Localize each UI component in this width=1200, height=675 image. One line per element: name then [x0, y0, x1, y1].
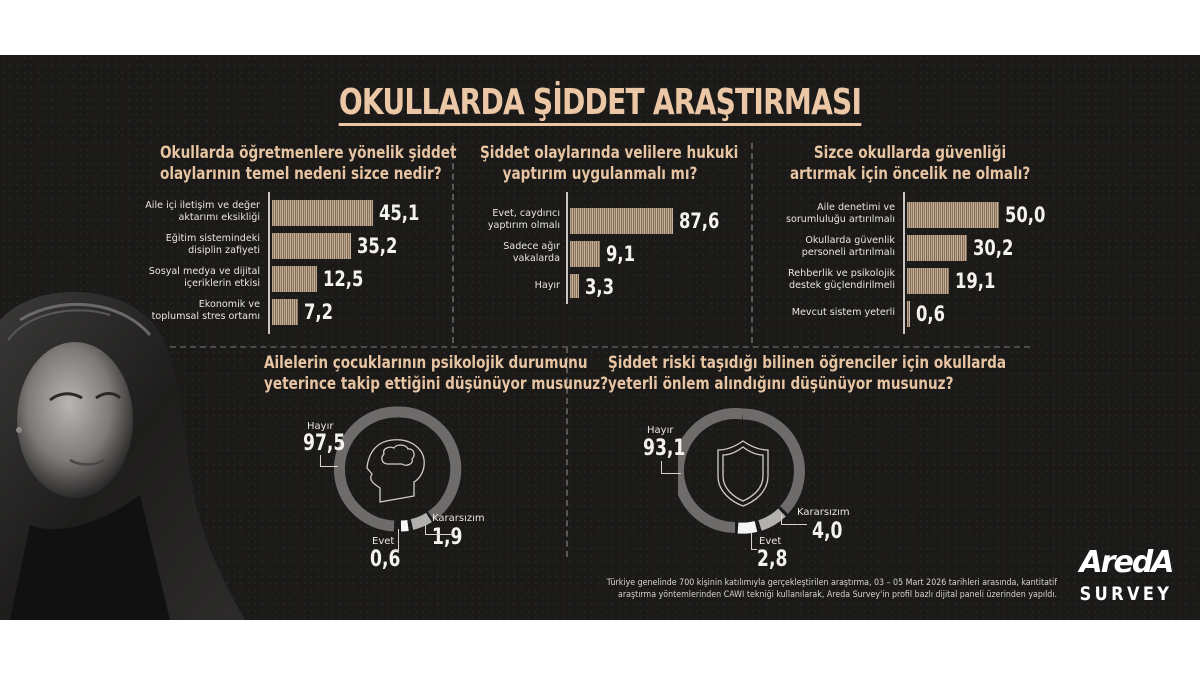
bar-value: 0,6 — [916, 302, 946, 326]
bar — [570, 241, 600, 267]
areda-logo: AredA — [1079, 545, 1174, 580]
bar — [272, 200, 373, 226]
question-2-line2: yaptırım uygulanmalı mı? — [502, 164, 698, 184]
donut-5-hayir-label: Hayır — [647, 425, 674, 436]
divider-horizontal — [170, 346, 1030, 348]
leader-line — [320, 455, 338, 467]
bar — [272, 233, 351, 259]
bar — [570, 208, 673, 234]
bar-value: 19,1 — [955, 269, 996, 293]
question-2-title: Şiddet olaylarında velilere hukuki yaptı… — [480, 143, 739, 185]
bar-value: 87,6 — [679, 209, 720, 233]
bar-axis — [268, 192, 270, 334]
bar-label: Evet, caydırıcı yaptırım olmalı — [487, 208, 560, 231]
donut-5-evet-value: 2,8 — [757, 547, 788, 572]
question-3-title: Sizce okullarda güvenliği artırmak için … — [790, 143, 1030, 185]
bar-axis — [566, 192, 568, 304]
divider-vertical-1 — [452, 143, 454, 343]
leader-line — [425, 525, 453, 535]
shield-icon — [717, 440, 769, 507]
donut-5-evet-label: Evet — [759, 536, 782, 547]
page-title: OKULLARDA ŞİDDET ARAŞTIRMASI — [132, 82, 1068, 126]
leader-line — [751, 532, 757, 550]
bar — [272, 299, 298, 325]
bar-label: Sadece ağır vakalarda — [503, 241, 560, 264]
bar-value: 35,2 — [357, 234, 398, 258]
question-1-title: Okullarda öğretmenlere yönelik şiddet ol… — [160, 143, 457, 185]
bar-label: Eğitim sistemindeki disiplin zafiyeti — [165, 233, 260, 256]
donut-5-kararsizim-label: Kararsızım — [797, 507, 850, 518]
donut-4-hayir-value: 97,5 — [303, 431, 346, 456]
question-1-line2: olaylarının temel nedeni sizce nedir? — [160, 164, 442, 184]
question-4-line1: Ailelerin çocuklarının psikolojik durumu… — [264, 353, 588, 373]
bar — [907, 268, 949, 294]
bar — [907, 202, 999, 228]
areda-logo-survey: SURVEY — [1079, 583, 1173, 605]
donut-5-kararsizim-value: 4,0 — [812, 519, 843, 544]
head-brain-icon — [366, 439, 425, 503]
leader-line — [393, 529, 399, 551]
bar-label: Aile içi iletişim ve değer aktarımı eksik… — [145, 200, 260, 223]
bar-value: 9,1 — [606, 242, 636, 266]
question-4-title: Ailelerin çocuklarının psikolojik durumu… — [264, 353, 609, 395]
bar-label: Mevcut sistem yeterli — [791, 307, 895, 318]
methodology-footnote: Türkiye genelinde 700 kişinin katılımıyl… — [579, 577, 1057, 601]
bar-value: 7,2 — [304, 300, 334, 324]
bar-value: 12,5 — [323, 267, 364, 291]
donut-4-kararsizim-label: Kararsızım — [432, 513, 485, 524]
bar-value: 45,1 — [379, 201, 420, 225]
question-5-line2: yeterli önlem alındığını düşünüyor musun… — [608, 374, 954, 394]
bar — [570, 274, 579, 298]
bar-label: Rehberlik ve psikolojik destek güçlendiri… — [788, 268, 895, 291]
bar — [907, 301, 910, 327]
donut-5-hayir-value: 93,1 — [643, 436, 686, 461]
donut-4-kararsizim-value: 1,9 — [432, 525, 463, 550]
bar-label: Okullarda güvenlik personeli artırılmalı — [801, 235, 895, 258]
bar-label: Aile denetimi ve sorumluluğu artırılmalı — [785, 202, 895, 225]
donut-4-evet-value: 0,6 — [370, 547, 401, 572]
question-5-title: Şiddet riski taşıdığı bilinen öğrenciler… — [608, 353, 1007, 395]
divider-vertical-2 — [751, 143, 753, 343]
question-3-line1: Sizce okullarda güvenliği — [813, 143, 1007, 163]
question-5-donut-chart — [678, 408, 805, 534]
donut-4-hayir-label: Hayır — [307, 421, 334, 432]
question-4-donut-chart — [334, 406, 462, 532]
footnote-line1: Türkiye genelinde 700 kişinin katılımıyl… — [606, 578, 1057, 588]
question-4-line2: yeterince takip ettiğini düşünüyor musun… — [264, 374, 609, 394]
leader-line — [781, 515, 807, 525]
footnote-line2: araştırma yöntemlerinden CAWI tekniği ku… — [618, 590, 1057, 600]
bar-value: 30,2 — [973, 236, 1014, 260]
infographic-panel: OKULLARDA ŞİDDET ARAŞTIRMASI Okullarda ö… — [0, 55, 1200, 620]
bar-label: Ekonomik ve toplumsal stres ortamı — [151, 299, 260, 322]
bar-value: 50,0 — [1005, 203, 1046, 227]
question-5-line1: Şiddet riski taşıdığı bilinen öğrenciler… — [608, 353, 1007, 373]
bar — [907, 235, 967, 261]
bar — [272, 266, 317, 292]
bar-value: 3,3 — [585, 275, 615, 299]
page-title-text: OKULLARDA ŞİDDET ARAŞTIRMASI — [338, 82, 862, 126]
portrait-image — [0, 291, 245, 620]
donut-4-evet-label: Evet — [372, 536, 395, 547]
question-2-line1: Şiddet olaylarında velilere hukuki — [480, 143, 739, 163]
question-3-line2: artırmak için öncelik ne olmalı? — [790, 164, 1031, 184]
bar-axis — [903, 192, 905, 334]
divider-vertical-3 — [566, 347, 568, 557]
bar-label: Hayır — [534, 280, 560, 291]
question-1-line1: Okullarda öğretmenlere yönelik şiddet — [160, 143, 457, 163]
bar-label: Sosyal medya ve dijital içeriklerin etkis… — [148, 266, 260, 289]
leader-line — [661, 461, 681, 474]
